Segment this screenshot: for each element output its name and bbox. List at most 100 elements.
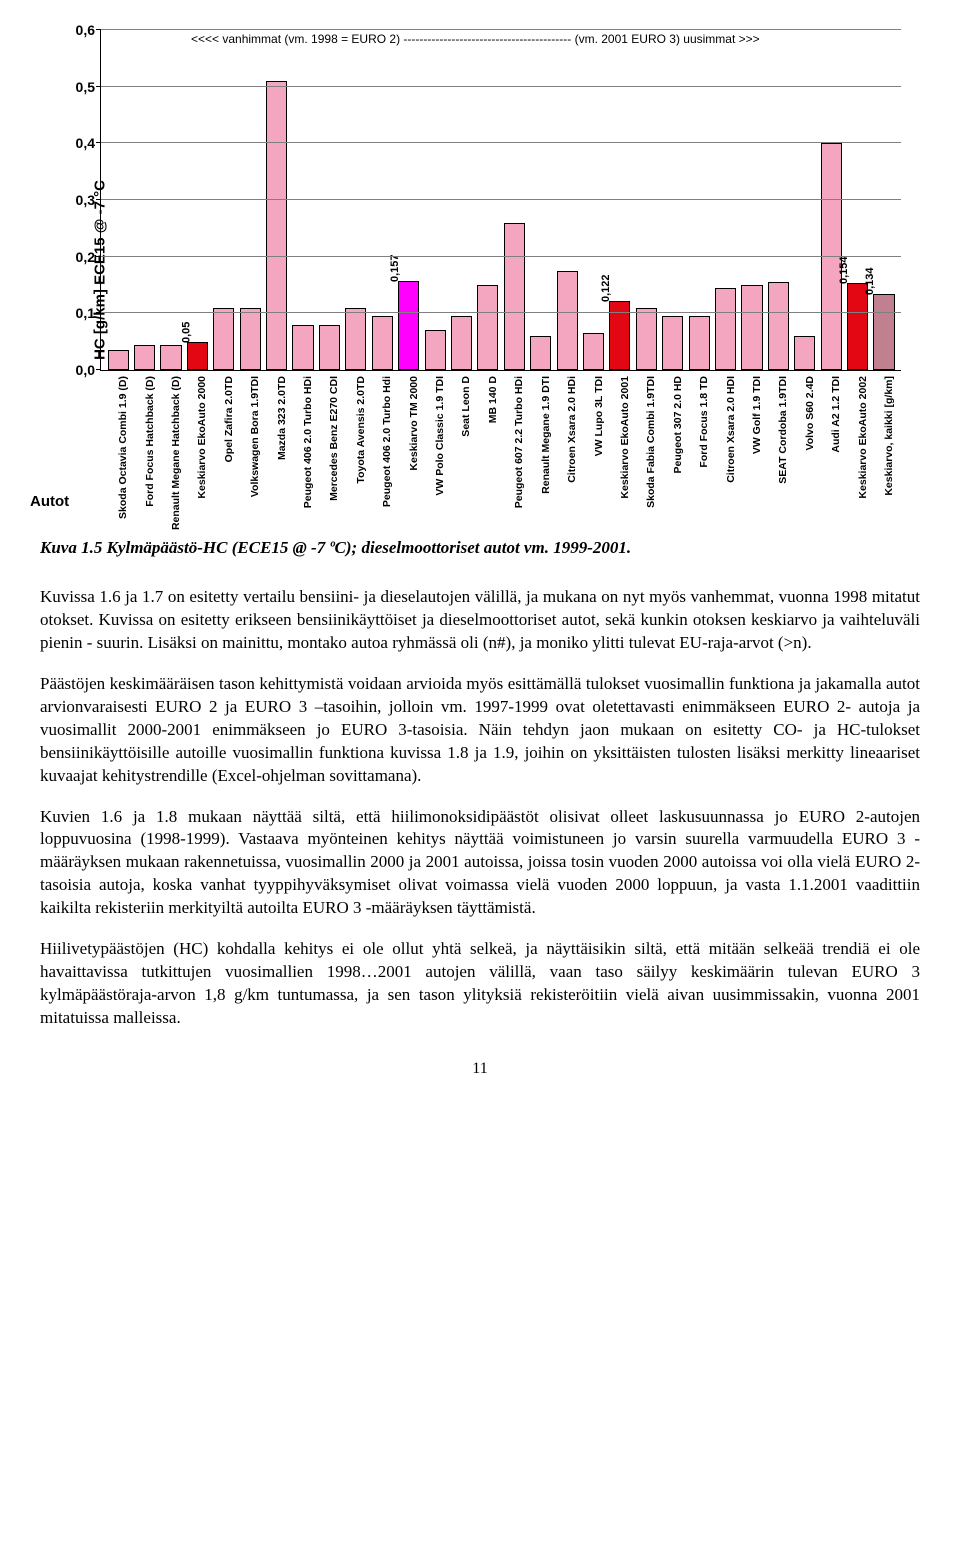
bar bbox=[108, 350, 129, 370]
bar bbox=[768, 282, 789, 370]
bar-slot bbox=[105, 30, 131, 370]
bar bbox=[557, 271, 578, 370]
x-tick-label: Keskiarvo EkoAuto 2002 bbox=[857, 376, 869, 499]
x-tick-label: VW Golf 1.9 TDI bbox=[751, 376, 763, 454]
x-tick-label: Mercedes Benz E270 CDI bbox=[328, 376, 340, 501]
bar-slot bbox=[131, 30, 157, 370]
bar-slot bbox=[554, 30, 580, 370]
y-tick-label: 0,1 bbox=[76, 305, 95, 321]
bar bbox=[530, 336, 551, 370]
bar bbox=[134, 345, 155, 371]
paragraph: Päästöjen keskimääräisen tason kehittymi… bbox=[40, 673, 920, 788]
x-tick-label: Ford Focus Hatchback (D) bbox=[144, 376, 156, 507]
x-tick-label: VW Lupo 3L TDI bbox=[593, 376, 605, 456]
x-tick-label: SEAT Cordoba 1.9TDI bbox=[777, 376, 789, 484]
bar bbox=[160, 345, 181, 371]
bar bbox=[345, 308, 366, 370]
x-tick-label: Toyota Avensis 2.0TD bbox=[355, 376, 367, 484]
x-tick-label: Renault Megane Hatchback (D) bbox=[170, 376, 182, 530]
bar-chart: HC [g/km] ECE15 @ -7 °C Autot <<<< vanhi… bbox=[40, 20, 920, 520]
plot-area: <<<< vanhimmat (vm. 1998 = EURO 2) -----… bbox=[100, 30, 901, 371]
bar bbox=[662, 316, 683, 370]
x-tick-label: Mazda 323 2.0TD bbox=[276, 376, 288, 460]
bar bbox=[266, 81, 287, 370]
bar-value-label: 0,05 bbox=[181, 321, 193, 342]
bar-value-label: 0,157 bbox=[389, 255, 401, 283]
bar-slot bbox=[263, 30, 289, 370]
bar bbox=[715, 288, 736, 370]
bar bbox=[504, 223, 525, 370]
bar bbox=[240, 308, 261, 370]
bar-slot: 0,05 bbox=[184, 30, 210, 370]
x-labels-container: Skoda Octavia Combi 1.9 (D)Ford Focus Ha… bbox=[100, 372, 900, 512]
y-tick-label: 0,3 bbox=[76, 192, 95, 208]
bar-slot bbox=[580, 30, 606, 370]
bar-slot: 0,154 bbox=[844, 30, 870, 370]
x-tick-label: Audi A2 1.2 TDI bbox=[830, 376, 842, 453]
x-tick-label: VW Polo Classic 1.9 TDI bbox=[434, 376, 446, 496]
y-tick-label: 0,2 bbox=[76, 249, 95, 265]
x-tick-label: Opel Zafira 2.0TD bbox=[223, 376, 235, 462]
page-number: 11 bbox=[40, 1060, 920, 1078]
paragraph: Hiilivetypäästöjen (HC) kohdalla kehitys… bbox=[40, 938, 920, 1030]
x-tick-label: Keskiarvo EkoAuto 2000 bbox=[196, 376, 208, 499]
bar: 0,122 bbox=[609, 301, 630, 370]
bar-slot bbox=[633, 30, 659, 370]
bar-slot bbox=[660, 30, 686, 370]
x-tick-label: Keskiarvo, kaikki [g/km] bbox=[883, 376, 895, 496]
x-tick-label: Peugeot 607 2.2 Turbo HDi bbox=[513, 376, 525, 508]
x-tick-label: Peugeot 406 2.0 Turbo HDi bbox=[302, 376, 314, 508]
bar-slot: 0,134 bbox=[871, 30, 897, 370]
bar-slot bbox=[739, 30, 765, 370]
x-tick-label: Keskiarvo TM 2000 bbox=[408, 376, 420, 471]
bar bbox=[372, 316, 393, 370]
x-tick-label: MB 140 D bbox=[487, 376, 499, 423]
x-tick-label: Skoda Fabia Combi 1.9TDI bbox=[645, 376, 657, 508]
bar-slot bbox=[422, 30, 448, 370]
bar bbox=[477, 285, 498, 370]
bar-slot bbox=[765, 30, 791, 370]
bar-value-label: 0,122 bbox=[600, 274, 612, 302]
bar: 0,154 bbox=[847, 283, 868, 370]
x-tick-label: Renault Megane 1.9 DTI bbox=[540, 376, 552, 494]
x-tick-label: Citroen Xsara 2.0 HDI bbox=[725, 376, 737, 483]
figure-caption: Kuva 1.5 Kylmäpäästö-HC (ECE15 @ -7 ºC);… bbox=[40, 538, 920, 558]
bar-slot bbox=[686, 30, 712, 370]
bar bbox=[689, 316, 710, 370]
bar bbox=[319, 325, 340, 370]
bar-slot bbox=[528, 30, 554, 370]
x-tick-label: Citroen Xsara 2.0 HDi bbox=[566, 376, 578, 483]
bar-slot bbox=[290, 30, 316, 370]
bar bbox=[636, 308, 657, 370]
bar-slot bbox=[369, 30, 395, 370]
x-tick-label: Volvo S60 2.4D bbox=[804, 376, 816, 451]
bar bbox=[451, 316, 472, 370]
bar-slot bbox=[475, 30, 501, 370]
bar-slot: 0,157 bbox=[395, 30, 421, 370]
x-tick-label: Seat Leon D bbox=[460, 376, 472, 437]
bar: 0,157 bbox=[398, 281, 419, 370]
bar-slot bbox=[158, 30, 184, 370]
bar-slot bbox=[237, 30, 263, 370]
x-tick-label: Keskiarvo EkoAuto 2001 bbox=[619, 376, 631, 499]
bar bbox=[794, 336, 815, 370]
x-tick-label: Ford Focus 1.8 TD bbox=[698, 376, 710, 468]
bars-container: 0,05 0,157 0,122 0,1540,134 bbox=[101, 30, 901, 370]
y-tick-label: 0,0 bbox=[76, 362, 95, 378]
page-container: HC [g/km] ECE15 @ -7 °C Autot <<<< vanhi… bbox=[0, 0, 960, 1118]
y-tick-label: 0,5 bbox=[76, 79, 95, 95]
bar bbox=[583, 333, 604, 370]
bar: 0,134 bbox=[873, 294, 894, 370]
y-tick-label: 0,6 bbox=[76, 22, 95, 38]
paragraph: Kuvien 1.6 ja 1.8 mukaan näyttää siltä, … bbox=[40, 806, 920, 921]
bar-slot bbox=[211, 30, 237, 370]
bar bbox=[741, 285, 762, 370]
bar-value-label: 0,134 bbox=[864, 268, 876, 296]
bar-slot bbox=[448, 30, 474, 370]
bar-slot bbox=[712, 30, 738, 370]
x-axis-label: Autot bbox=[30, 493, 69, 510]
bar-slot: 0,122 bbox=[607, 30, 633, 370]
bar bbox=[213, 308, 234, 370]
paragraph: Kuvissa 1.6 ja 1.7 on esitetty vertailu … bbox=[40, 586, 920, 655]
bar-slot bbox=[792, 30, 818, 370]
